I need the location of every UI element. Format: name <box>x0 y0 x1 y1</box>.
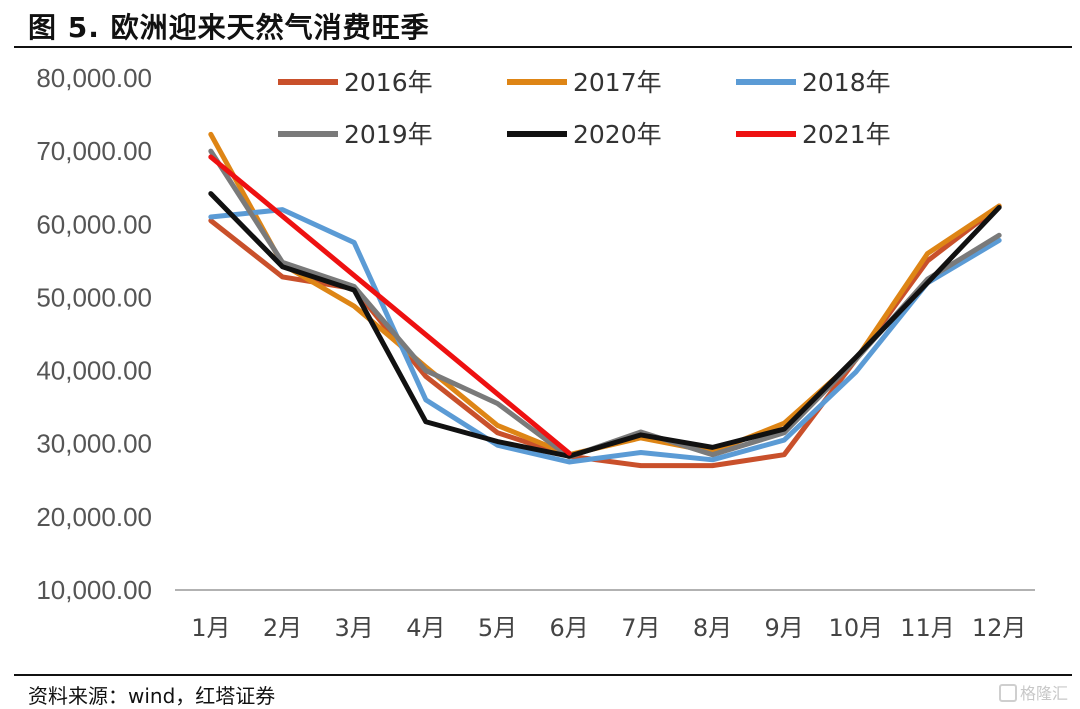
legend-label: 2018年 <box>802 68 891 97</box>
x-tick-label: 5月 <box>478 614 517 642</box>
y-tick-label: 10,000.00 <box>36 575 152 605</box>
x-tick-label: 10月 <box>829 614 884 642</box>
y-tick-label: 60,000.00 <box>36 209 152 239</box>
series-line-4 <box>208 191 1002 459</box>
legend-label: 2021年 <box>802 120 891 149</box>
x-tick-label: 12月 <box>972 614 1027 642</box>
x-tick-label: 7月 <box>621 614 660 642</box>
y-tick-label: 30,000.00 <box>36 429 152 459</box>
y-tick-label: 70,000.00 <box>36 136 152 166</box>
series-line-5 <box>208 154 572 456</box>
series-layer <box>208 131 1002 469</box>
y-tick-label: 80,000.00 <box>36 63 152 93</box>
series-line-3 <box>208 148 1002 460</box>
x-axis: 1月 2月 3月 4月 5月 6月 7月 8月 9月 10月 11月 12月 <box>175 589 1035 642</box>
x-tick-label: 3月 <box>335 614 374 642</box>
watermark: 格隆汇 <box>998 680 1068 704</box>
legend: 2016年 2017年 2018年 2019年 2020年 2021年 <box>278 68 891 149</box>
source-note: 资料来源：wind，红塔证券 <box>28 684 276 708</box>
x-tick-label: 11月 <box>900 614 955 642</box>
x-tick-label: 1月 <box>191 614 230 642</box>
watermark-logo-icon <box>998 684 1017 702</box>
legend-label: 2019年 <box>344 120 433 149</box>
series-line-1 <box>208 131 1002 458</box>
y-tick-label: 40,000.00 <box>36 356 152 386</box>
watermark-text: 格隆汇 <box>1019 684 1068 703</box>
series-line-0 <box>208 203 1002 469</box>
figure-title: 图 5. 欧洲迎来天然气消费旺季 <box>28 11 430 44</box>
source-rule <box>14 674 1072 676</box>
title-rule <box>14 46 1072 48</box>
series-line-2 <box>208 207 1002 465</box>
x-tick-label: 6月 <box>550 614 589 642</box>
legend-label: 2016年 <box>344 68 433 97</box>
x-tick-label: 4月 <box>406 614 445 642</box>
x-tick-label: 2月 <box>263 614 302 642</box>
x-tick-label: 8月 <box>693 614 732 642</box>
legend-label: 2017年 <box>573 68 662 97</box>
x-tick-label: 9月 <box>765 614 804 642</box>
y-axis: 10,000.00 20,000.00 30,000.00 40,000.00 50,0… <box>36 63 152 605</box>
y-tick-label: 50,000.00 <box>36 282 152 312</box>
y-tick-label: 20,000.00 <box>36 502 152 532</box>
legend-label: 2020年 <box>573 120 662 149</box>
